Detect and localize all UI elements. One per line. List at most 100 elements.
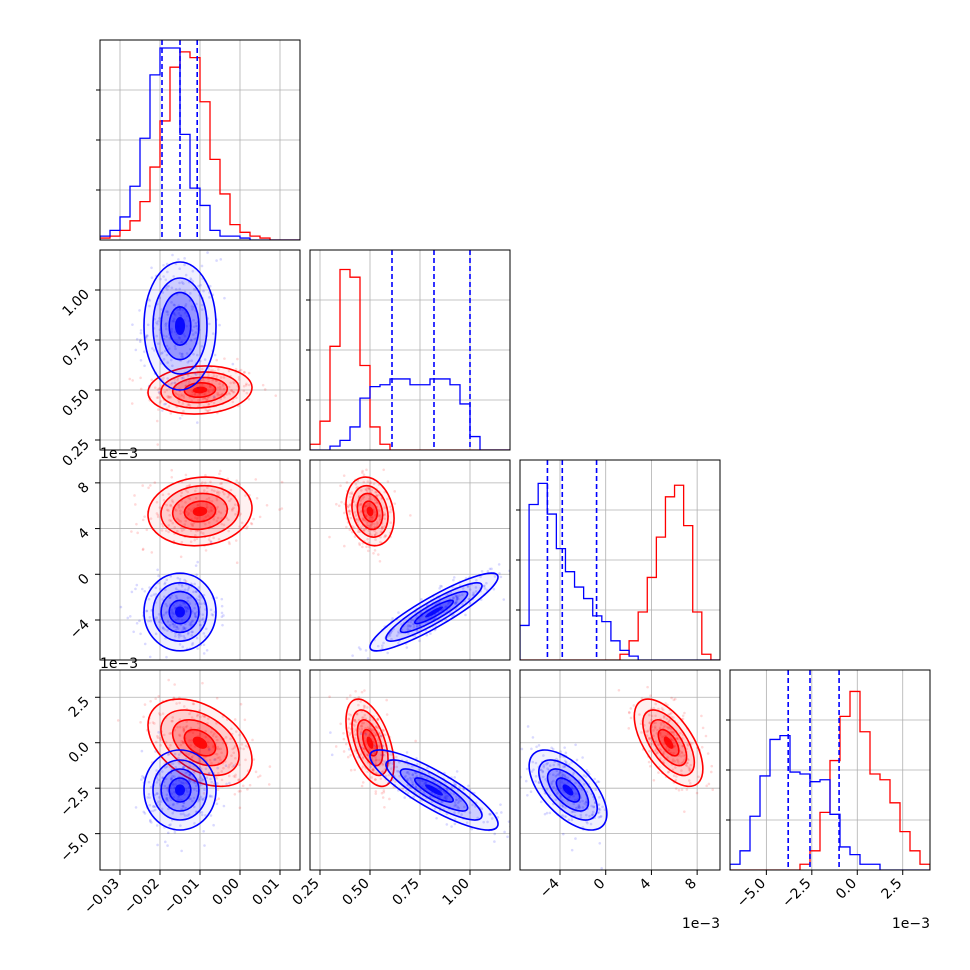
scatter-point	[171, 719, 174, 723]
scatter-point	[251, 738, 254, 742]
scatter-point	[176, 576, 180, 580]
scatter-point	[158, 803, 161, 806]
scatter-point	[157, 574, 160, 578]
scatter-point	[639, 722, 643, 726]
scatter-point	[557, 772, 561, 776]
scatter-point	[573, 798, 577, 802]
scatter-point	[178, 307, 182, 311]
scatter-point	[190, 634, 194, 637]
scatter-point	[192, 288, 196, 291]
scatter-point	[578, 800, 582, 804]
scatter-point	[243, 371, 246, 374]
scatter-point	[170, 608, 174, 612]
scatter-point	[203, 489, 206, 492]
scatter-point	[148, 655, 152, 659]
scatter-point	[143, 364, 146, 368]
scatter-point	[353, 535, 357, 538]
scatter-point	[233, 744, 237, 748]
scatter-point	[530, 770, 534, 773]
scatter-point	[217, 797, 221, 800]
scatter-point	[382, 790, 386, 794]
scatter-point	[454, 594, 458, 597]
scatter-point	[416, 762, 419, 766]
scatter-point	[376, 717, 380, 721]
scatter-point	[167, 396, 170, 399]
scatter-point	[656, 728, 659, 732]
scatter-point	[531, 736, 535, 739]
scatter-point	[202, 643, 206, 647]
scatter-point	[213, 758, 216, 761]
scatter-point	[360, 722, 364, 725]
scatter-point	[396, 769, 399, 773]
scatter-point	[687, 768, 691, 772]
scatter-point	[471, 803, 474, 807]
scatter-point	[159, 587, 162, 591]
scatter-point	[389, 753, 393, 756]
scatter-point	[359, 753, 362, 757]
scatter-point	[184, 488, 188, 492]
scatter-point	[182, 396, 186, 399]
scatter-point	[170, 475, 174, 479]
scatter-point	[414, 771, 418, 775]
scatter-point	[189, 277, 192, 280]
scatter-point	[234, 367, 238, 371]
scatter-point	[500, 811, 503, 814]
scatter-point	[141, 775, 144, 778]
scatter-point	[231, 507, 234, 511]
scatter-point	[163, 390, 167, 394]
scatter-point	[189, 347, 192, 351]
scatter-point	[184, 606, 187, 609]
scatter-point	[551, 747, 555, 751]
scatter-point	[141, 518, 145, 522]
scatter-point	[206, 396, 209, 400]
scatter-point	[211, 332, 215, 335]
contour-line	[399, 768, 469, 812]
scatter-point	[182, 741, 185, 745]
scatter-point	[363, 731, 367, 735]
x-tick-label: 4	[637, 875, 655, 893]
scatter-point	[392, 765, 396, 769]
scatter-point	[350, 492, 354, 496]
scatter-point	[157, 731, 160, 734]
scatter-point	[386, 781, 390, 785]
scatter-point	[179, 780, 183, 784]
scatter-point	[228, 499, 231, 503]
scatter-point	[145, 334, 149, 338]
scatter-point	[186, 814, 189, 817]
scatter-point	[377, 744, 380, 747]
contour-line	[555, 777, 581, 803]
scatter-point	[188, 602, 192, 605]
scatter-point	[178, 336, 182, 340]
scatter-point	[156, 515, 160, 519]
density-peak	[192, 736, 208, 749]
scatter-point	[209, 385, 212, 389]
scatter-point	[221, 384, 225, 387]
scatter-point	[347, 505, 350, 508]
scatter-point	[130, 530, 133, 533]
scatter-point	[158, 506, 162, 509]
scatter-point	[179, 314, 182, 317]
contour-line	[183, 728, 217, 757]
scatter-point	[542, 765, 546, 769]
scatter-point	[191, 755, 194, 758]
scatter-point	[227, 369, 231, 373]
scatter-point	[545, 811, 549, 815]
scatter-point	[185, 314, 189, 318]
scatter-point	[190, 739, 193, 742]
density-peak	[366, 506, 374, 517]
scatter-point	[363, 518, 366, 522]
scatter-point	[212, 374, 216, 378]
scatter-point	[377, 514, 380, 518]
scatter-point	[140, 749, 144, 753]
scatter-point	[169, 596, 172, 599]
y-tick-label: 0.75	[59, 337, 92, 370]
scatter-point	[372, 747, 376, 750]
scatter-point	[238, 733, 241, 737]
scatter-point	[388, 634, 392, 637]
scatter-point	[348, 503, 352, 507]
scatter-point	[452, 613, 455, 617]
scatter-point	[656, 751, 660, 755]
contour-line	[657, 728, 680, 757]
scatter-point	[177, 636, 181, 639]
scatter-point	[364, 488, 367, 491]
